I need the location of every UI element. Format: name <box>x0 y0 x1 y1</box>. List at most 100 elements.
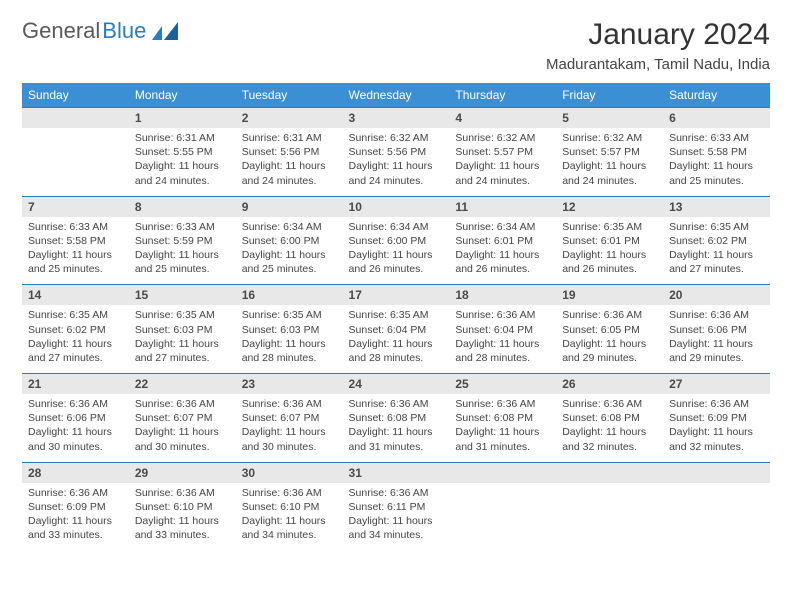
day-header-row: Sunday Monday Tuesday Wednesday Thursday… <box>22 83 770 108</box>
day-number-row: 21222324252627 <box>22 374 770 395</box>
sunrise-text: Sunrise: 6:36 AM <box>242 397 337 411</box>
sunrise-text: Sunrise: 6:36 AM <box>135 397 230 411</box>
day-cell: Sunrise: 6:36 AMSunset: 6:07 PMDaylight:… <box>236 394 343 462</box>
sunset-text: Sunset: 6:03 PM <box>242 323 337 337</box>
day-number: 17 <box>343 285 450 306</box>
logo-text-general: General <box>22 18 100 44</box>
sunset-text: Sunset: 5:56 PM <box>349 145 444 159</box>
sunset-text: Sunset: 6:03 PM <box>135 323 230 337</box>
day-cell: Sunrise: 6:36 AMSunset: 6:08 PMDaylight:… <box>556 394 663 462</box>
day-cell: Sunrise: 6:35 AMSunset: 6:02 PMDaylight:… <box>22 305 129 373</box>
sunset-text: Sunset: 6:02 PM <box>669 234 764 248</box>
day-number <box>22 108 129 129</box>
day-cell: Sunrise: 6:36 AMSunset: 6:06 PMDaylight:… <box>22 394 129 462</box>
sunset-text: Sunset: 6:09 PM <box>28 500 123 514</box>
daylight-text: Daylight: 11 hours and 24 minutes. <box>349 159 444 187</box>
sunset-text: Sunset: 6:05 PM <box>562 323 657 337</box>
daylight-text: Daylight: 11 hours and 27 minutes. <box>28 337 123 365</box>
daylight-text: Daylight: 11 hours and 29 minutes. <box>669 337 764 365</box>
sunset-text: Sunset: 5:57 PM <box>562 145 657 159</box>
sunrise-text: Sunrise: 6:36 AM <box>669 308 764 322</box>
sunset-text: Sunset: 6:01 PM <box>562 234 657 248</box>
day-number: 4 <box>449 108 556 129</box>
daylight-text: Daylight: 11 hours and 27 minutes. <box>135 337 230 365</box>
day-cell: Sunrise: 6:34 AMSunset: 6:00 PMDaylight:… <box>236 217 343 285</box>
day-cell: Sunrise: 6:35 AMSunset: 6:01 PMDaylight:… <box>556 217 663 285</box>
sunset-text: Sunset: 6:06 PM <box>28 411 123 425</box>
daylight-text: Daylight: 11 hours and 30 minutes. <box>242 425 337 453</box>
sunset-text: Sunset: 6:07 PM <box>135 411 230 425</box>
location-label: Madurantakam, Tamil Nadu, India <box>546 56 770 73</box>
day-cell <box>556 483 663 551</box>
sunrise-text: Sunrise: 6:36 AM <box>562 308 657 322</box>
day-number: 7 <box>22 196 129 217</box>
sunrise-text: Sunrise: 6:36 AM <box>242 486 337 500</box>
logo-text-blue: Blue <box>102 18 146 44</box>
sunrise-text: Sunrise: 6:36 AM <box>562 397 657 411</box>
sunset-text: Sunset: 6:08 PM <box>562 411 657 425</box>
sunset-text: Sunset: 5:55 PM <box>135 145 230 159</box>
sunrise-text: Sunrise: 6:36 AM <box>135 486 230 500</box>
sunset-text: Sunset: 5:56 PM <box>242 145 337 159</box>
day-cell: Sunrise: 6:32 AMSunset: 5:57 PMDaylight:… <box>556 128 663 196</box>
day-number: 8 <box>129 196 236 217</box>
day-number <box>663 462 770 483</box>
sunrise-text: Sunrise: 6:35 AM <box>669 220 764 234</box>
day-cell <box>663 483 770 551</box>
sunset-text: Sunset: 6:11 PM <box>349 500 444 514</box>
day-number: 5 <box>556 108 663 129</box>
sunrise-text: Sunrise: 6:34 AM <box>242 220 337 234</box>
sunrise-text: Sunrise: 6:34 AM <box>455 220 550 234</box>
day-number: 18 <box>449 285 556 306</box>
day-number: 11 <box>449 196 556 217</box>
daylight-text: Daylight: 11 hours and 31 minutes. <box>349 425 444 453</box>
day-cell: Sunrise: 6:36 AMSunset: 6:04 PMDaylight:… <box>449 305 556 373</box>
day-cell: Sunrise: 6:31 AMSunset: 5:55 PMDaylight:… <box>129 128 236 196</box>
day-cell: Sunrise: 6:34 AMSunset: 6:01 PMDaylight:… <box>449 217 556 285</box>
daylight-text: Daylight: 11 hours and 32 minutes. <box>669 425 764 453</box>
sunset-text: Sunset: 6:02 PM <box>28 323 123 337</box>
day-number: 23 <box>236 374 343 395</box>
day-cell: Sunrise: 6:36 AMSunset: 6:09 PMDaylight:… <box>22 483 129 551</box>
sunset-text: Sunset: 6:00 PM <box>242 234 337 248</box>
dow-tuesday: Tuesday <box>236 83 343 108</box>
day-cell: Sunrise: 6:33 AMSunset: 5:58 PMDaylight:… <box>22 217 129 285</box>
dow-wednesday: Wednesday <box>343 83 450 108</box>
day-number: 15 <box>129 285 236 306</box>
sunset-text: Sunset: 6:00 PM <box>349 234 444 248</box>
sunset-text: Sunset: 6:07 PM <box>242 411 337 425</box>
calendar-body: 123456 Sunrise: 6:31 AMSunset: 5:55 PMDa… <box>22 108 770 551</box>
sunrise-text: Sunrise: 6:36 AM <box>455 308 550 322</box>
sunset-text: Sunset: 5:57 PM <box>455 145 550 159</box>
daylight-text: Daylight: 11 hours and 24 minutes. <box>242 159 337 187</box>
day-cell: Sunrise: 6:36 AMSunset: 6:08 PMDaylight:… <box>343 394 450 462</box>
daylight-text: Daylight: 11 hours and 28 minutes. <box>349 337 444 365</box>
sunrise-text: Sunrise: 6:31 AM <box>135 131 230 145</box>
sunset-text: Sunset: 5:58 PM <box>669 145 764 159</box>
title-block: January 2024 Madurantakam, Tamil Nadu, I… <box>546 18 770 73</box>
logo-mark-icon <box>152 22 178 40</box>
day-number: 13 <box>663 196 770 217</box>
dow-friday: Friday <box>556 83 663 108</box>
day-cell <box>22 128 129 196</box>
logo: GeneralBlue <box>22 18 178 44</box>
sunrise-text: Sunrise: 6:32 AM <box>562 131 657 145</box>
sunset-text: Sunset: 6:10 PM <box>242 500 337 514</box>
sunrise-text: Sunrise: 6:35 AM <box>242 308 337 322</box>
day-number-row: 14151617181920 <box>22 285 770 306</box>
day-cell: Sunrise: 6:31 AMSunset: 5:56 PMDaylight:… <box>236 128 343 196</box>
day-cell: Sunrise: 6:36 AMSunset: 6:11 PMDaylight:… <box>343 483 450 551</box>
day-number: 1 <box>129 108 236 129</box>
daylight-text: Daylight: 11 hours and 27 minutes. <box>669 248 764 276</box>
day-body-row: Sunrise: 6:31 AMSunset: 5:55 PMDaylight:… <box>22 128 770 196</box>
daylight-text: Daylight: 11 hours and 33 minutes. <box>28 514 123 542</box>
header: GeneralBlue January 2024 Madurantakam, T… <box>22 18 770 73</box>
daylight-text: Daylight: 11 hours and 24 minutes. <box>135 159 230 187</box>
day-number: 30 <box>236 462 343 483</box>
day-number: 26 <box>556 374 663 395</box>
sunset-text: Sunset: 6:08 PM <box>455 411 550 425</box>
sunrise-text: Sunrise: 6:34 AM <box>349 220 444 234</box>
day-cell: Sunrise: 6:35 AMSunset: 6:03 PMDaylight:… <box>129 305 236 373</box>
sunrise-text: Sunrise: 6:36 AM <box>28 486 123 500</box>
day-cell: Sunrise: 6:34 AMSunset: 6:00 PMDaylight:… <box>343 217 450 285</box>
